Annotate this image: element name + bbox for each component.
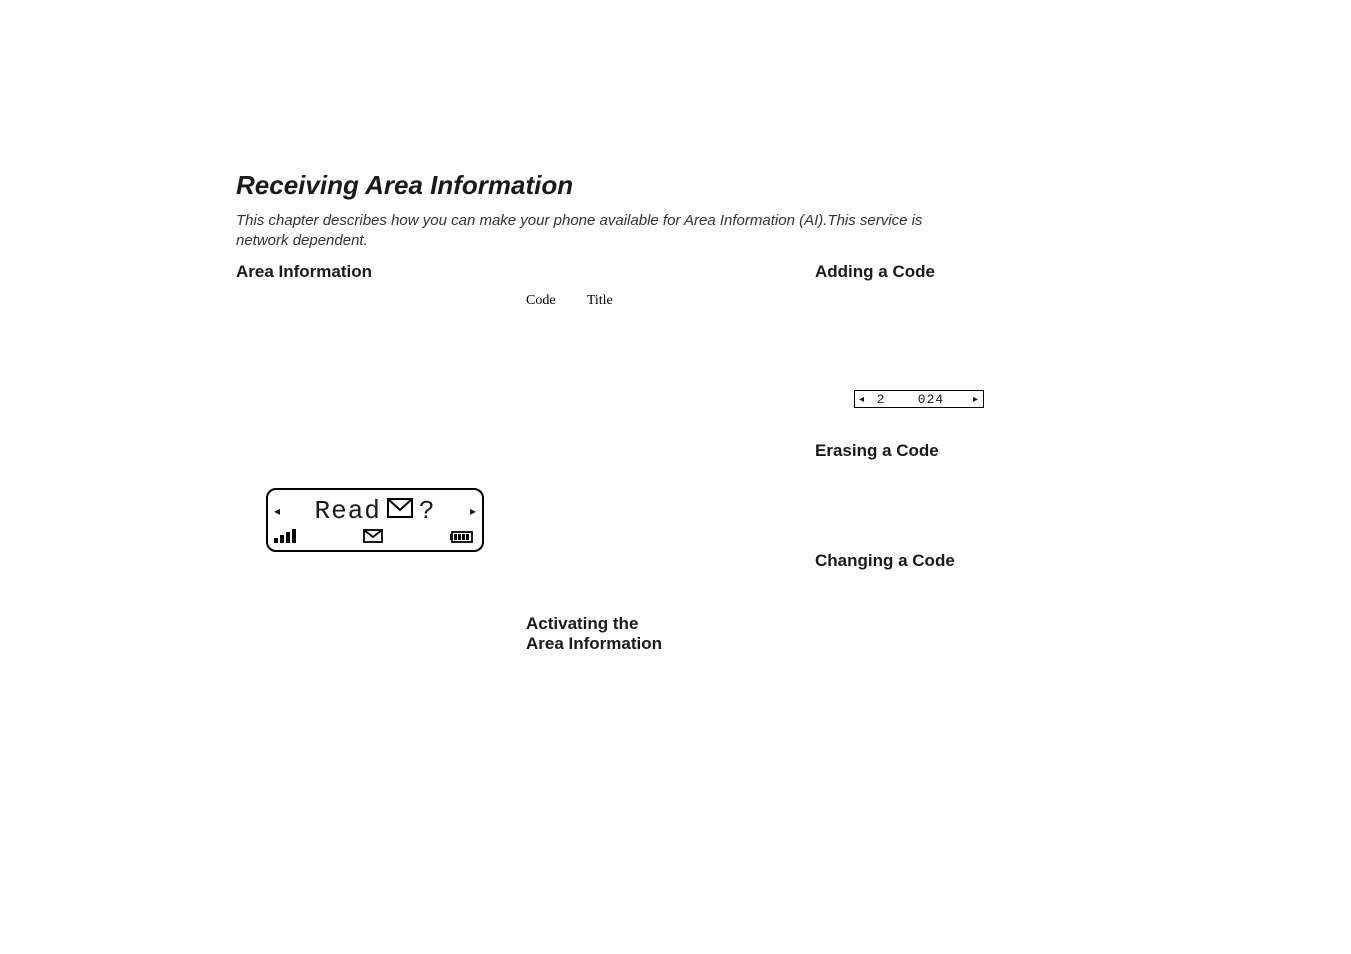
envelope-icon: [387, 496, 413, 526]
heading-changing-a-code: Changing a Code: [815, 551, 955, 571]
lcd-slot-index: 2: [869, 392, 893, 407]
lcd-read-label: Read: [314, 496, 380, 526]
lcd-code-value: 024: [893, 392, 969, 407]
lcd-question-mark: ?: [419, 496, 436, 526]
chapter-subtitle: This chapter describes how you can make …: [236, 211, 936, 252]
signal-icon: [274, 529, 296, 548]
lcd-read-text-group: Read ?: [314, 496, 435, 526]
battery-icon: [450, 530, 476, 548]
chevron-right-icon: ▸: [470, 504, 476, 518]
heading-area-information: Area Information: [236, 262, 372, 282]
heading-activating-line2: Area Information: [526, 634, 662, 653]
chevron-left-icon: ◂: [855, 394, 869, 405]
heading-activating-line1: Activating the: [526, 614, 638, 633]
lcd-row-top: ◂ Read ? ▸: [274, 494, 476, 528]
lcd-read-message: ◂ Read ? ▸: [266, 488, 484, 552]
chevron-left-icon: ◂: [274, 504, 280, 518]
label-code: Code: [526, 293, 556, 308]
code-title-labels: Code Title: [526, 293, 613, 309]
heading-adding-a-code: Adding a Code: [815, 262, 935, 282]
envelope-icon: [363, 529, 383, 548]
lcd-row-status: [274, 528, 476, 548]
label-title: Title: [587, 293, 613, 308]
chevron-right-icon: ▸: [969, 394, 983, 405]
lcd-code-entry: ◂ 2 024 ▸: [854, 390, 984, 408]
heading-erasing-a-code: Erasing a Code: [815, 441, 939, 461]
heading-activating-area-info: Activating the Area Information: [526, 614, 662, 655]
chapter-title: Receiving Area Information: [236, 170, 1116, 201]
